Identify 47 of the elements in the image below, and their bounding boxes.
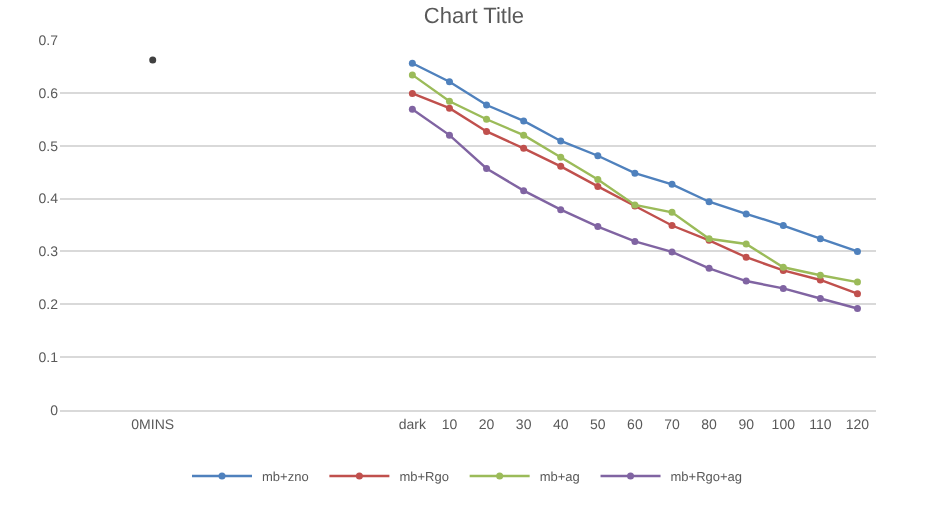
point <box>853 305 861 313</box>
point <box>557 137 565 145</box>
point <box>816 294 824 302</box>
point <box>408 71 416 79</box>
point <box>594 223 602 231</box>
point <box>594 152 602 160</box>
point <box>668 222 676 230</box>
point <box>668 248 676 256</box>
point <box>557 153 565 161</box>
point <box>779 284 787 292</box>
point <box>742 240 750 248</box>
point <box>631 237 639 245</box>
point <box>853 290 861 298</box>
point <box>742 253 750 261</box>
point <box>853 278 861 286</box>
point <box>631 169 639 177</box>
point <box>483 101 491 109</box>
point <box>816 271 824 279</box>
point <box>594 176 602 184</box>
point <box>668 208 676 216</box>
point <box>483 164 491 172</box>
point <box>742 210 750 218</box>
point <box>445 104 453 112</box>
point <box>445 131 453 139</box>
chart-title: Chart Title <box>423 5 525 30</box>
point <box>742 277 750 285</box>
point <box>483 115 491 123</box>
point <box>557 206 565 214</box>
point <box>408 59 416 67</box>
point <box>705 264 713 272</box>
point <box>408 105 416 113</box>
point <box>445 78 453 86</box>
point <box>149 56 157 64</box>
point <box>483 127 491 135</box>
point <box>853 247 861 255</box>
point <box>520 144 528 152</box>
point <box>594 182 602 190</box>
point <box>816 235 824 243</box>
point <box>557 162 565 170</box>
point <box>520 117 528 125</box>
point <box>520 187 528 195</box>
point <box>779 222 787 230</box>
point <box>705 198 713 206</box>
point <box>445 97 453 105</box>
point <box>520 131 528 139</box>
point <box>668 180 676 188</box>
point <box>408 89 416 97</box>
